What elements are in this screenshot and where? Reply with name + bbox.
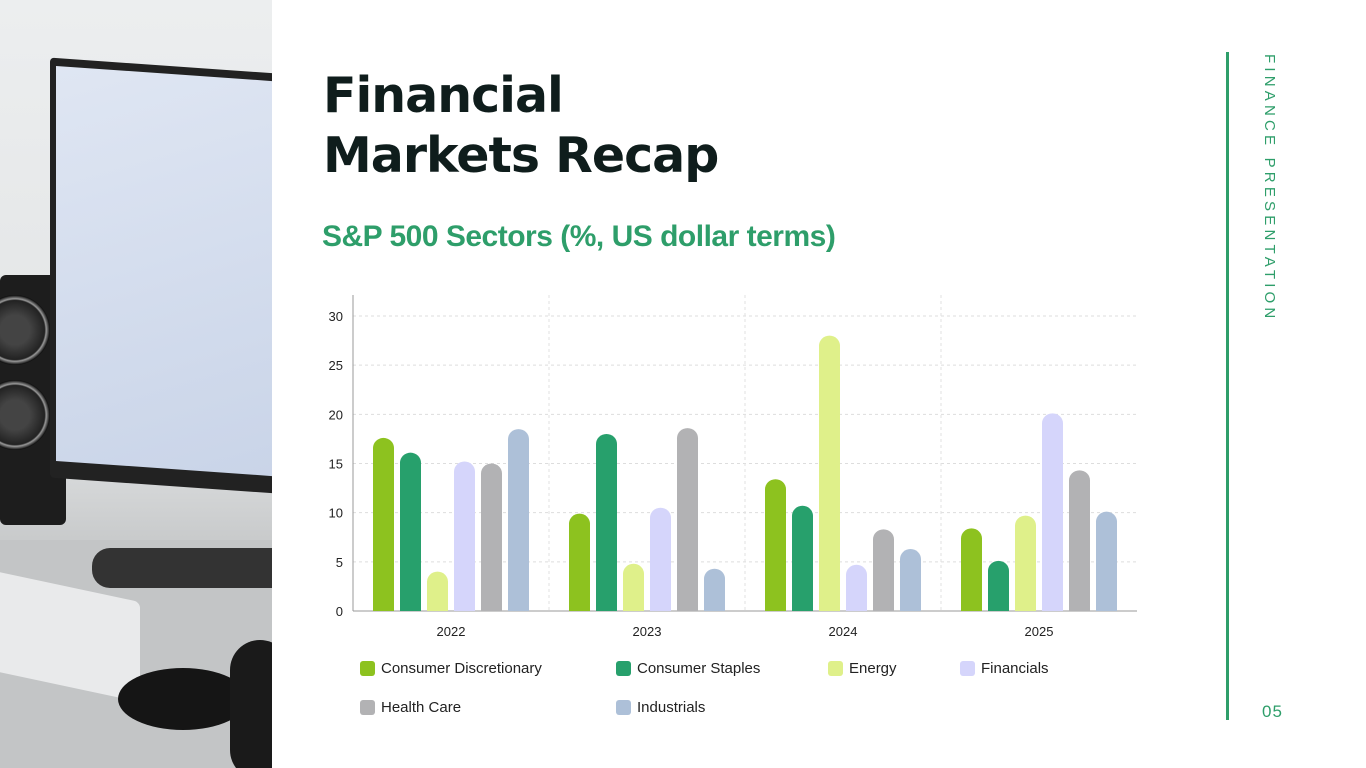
bar-consumer-discretionary-2023 xyxy=(569,513,590,611)
legend-item: Consumer Discretionary xyxy=(360,660,542,677)
bar-health-care-2025 xyxy=(1069,470,1090,611)
side-label: FINANCE PRESENTATION xyxy=(1261,54,1278,323)
legend-label: Consumer Discretionary xyxy=(381,660,542,677)
bar-consumer-staples-2025 xyxy=(988,560,1009,611)
bar-energy-2023 xyxy=(623,563,644,611)
bar-consumer-staples-2022 xyxy=(400,452,421,611)
page-number: 05 xyxy=(1262,702,1283,721)
bar-consumer-discretionary-2025 xyxy=(961,528,982,611)
legend-label: Health Care xyxy=(381,699,462,716)
legend-label: Consumer Staples xyxy=(637,660,761,677)
x-tick-label: 2022 xyxy=(437,624,466,639)
desk-photo xyxy=(0,0,272,768)
monitor-stand xyxy=(92,548,272,588)
bar-industrials-2023 xyxy=(704,568,725,611)
bar-financials-2023 xyxy=(650,507,671,611)
legend-swatch xyxy=(616,700,631,715)
y-tick-label: 10 xyxy=(329,506,343,521)
y-tick-label: 0 xyxy=(336,604,343,619)
x-tick-label: 2023 xyxy=(633,624,662,639)
title-line-1: Financial xyxy=(323,67,564,124)
legend-label: Financials xyxy=(981,660,1049,677)
bar-health-care-2022 xyxy=(481,463,502,611)
x-tick-label: 2025 xyxy=(1025,624,1054,639)
legend-item: Consumer Staples xyxy=(616,660,760,677)
bar-consumer-staples-2023 xyxy=(596,434,617,611)
legend-label: Industrials xyxy=(637,699,706,716)
bar-financials-2022 xyxy=(454,461,475,611)
y-tick-label: 25 xyxy=(329,358,343,373)
bar-energy-2025 xyxy=(1015,515,1036,611)
page-title: Financial Markets Recap xyxy=(323,66,719,186)
bar-industrials-2024 xyxy=(900,549,921,611)
bar-industrials-2025 xyxy=(1096,511,1117,611)
legend-swatch xyxy=(828,661,843,676)
legend-item: Industrials xyxy=(616,699,705,716)
mouse xyxy=(118,668,248,730)
y-tick-label: 5 xyxy=(336,555,343,570)
legend-label: Energy xyxy=(849,660,897,677)
bar-industrials-2022 xyxy=(508,429,529,611)
bar-consumer-discretionary-2024 xyxy=(765,479,786,611)
bar-energy-2022 xyxy=(427,571,448,611)
x-tick-label: 2024 xyxy=(829,624,858,639)
bar-consumer-staples-2024 xyxy=(792,505,813,611)
y-tick-label: 20 xyxy=(329,407,343,422)
legend-swatch xyxy=(360,700,375,715)
legend-item: Health Care xyxy=(360,699,461,716)
bar-financials-2024 xyxy=(846,564,867,611)
title-line-2: Markets Recap xyxy=(323,127,719,184)
chart-subtitle: S&P 500 Sectors (%, US dollar terms) xyxy=(322,220,836,253)
divider xyxy=(1226,52,1229,720)
legend-swatch xyxy=(960,661,975,676)
bar-consumer-discretionary-2022 xyxy=(373,437,394,611)
bar-health-care-2023 xyxy=(677,428,698,611)
legend-swatch xyxy=(360,661,375,676)
y-tick-label: 30 xyxy=(329,309,343,324)
legend-item: Financials xyxy=(960,660,1049,677)
y-tick-label: 15 xyxy=(329,457,343,472)
legend-item: Energy xyxy=(828,660,897,677)
headphones xyxy=(230,640,272,768)
legend-swatch xyxy=(616,661,631,676)
bar-energy-2024 xyxy=(819,335,840,611)
bar-health-care-2024 xyxy=(873,529,894,611)
bar-financials-2025 xyxy=(1042,413,1063,611)
